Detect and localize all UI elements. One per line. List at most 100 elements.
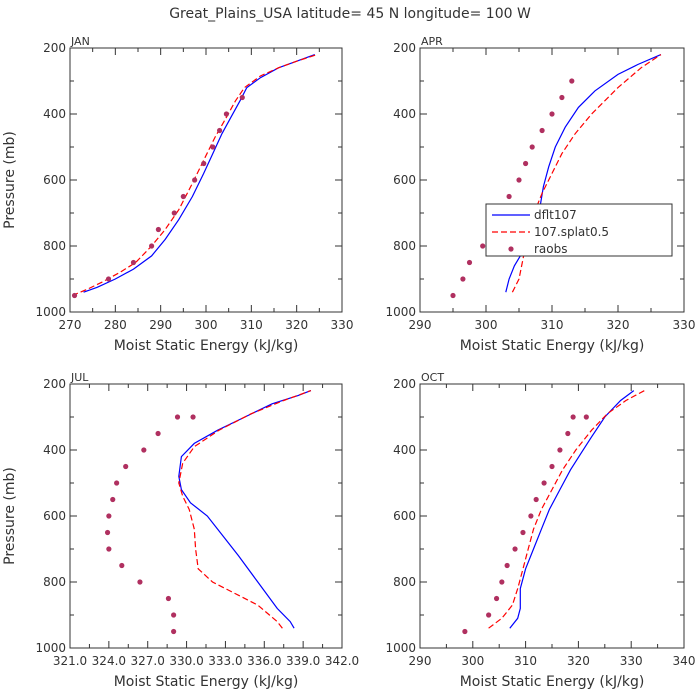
panel-apr: APR 290 300 310 320 330 200 400 600 800 1000 Moist … <box>385 35 695 354</box>
raobs-point <box>119 562 125 569</box>
series-splat-line <box>178 390 312 629</box>
y-tick-label: 200 <box>43 377 66 391</box>
raobs-point <box>557 447 563 453</box>
raobs-point <box>110 496 116 503</box>
panel-jul: JUL 321.0 324.0 327.0 330.0 333.0 336.0 339.0 34… <box>2 371 359 690</box>
raobs-point <box>192 177 198 183</box>
x-tick-label: 300 <box>195 318 218 332</box>
y-tick-label: 600 <box>393 509 416 523</box>
panel-title: JAN <box>70 35 90 48</box>
x-tick-label: 270 <box>59 318 82 332</box>
raobs-point <box>539 127 545 134</box>
raobs-point <box>462 628 468 635</box>
raobs-point <box>533 496 539 503</box>
raobs-point <box>239 94 245 101</box>
raobs-point <box>512 546 518 552</box>
y-tick-label: 600 <box>43 509 66 523</box>
raobs-point <box>570 414 576 420</box>
raobs-point <box>223 111 229 117</box>
legend-label-splat: 107.splat0.5 <box>534 225 609 239</box>
x-tick-label: 310 <box>240 318 263 332</box>
x-tick-label: 340 <box>673 654 696 668</box>
x-tick-label: 330 <box>331 318 354 332</box>
panel-jan: JAN 270 280 290 300 310 320 330 200 400 600 800 1000… <box>2 35 353 354</box>
x-tick-label: 336.0 <box>247 654 281 668</box>
y-tick-label: 1000 <box>35 305 66 319</box>
x-tick-label: 330 <box>620 654 643 668</box>
raobs-point <box>171 612 177 618</box>
raobs-point <box>549 463 555 470</box>
figure-title: Great_Plains_USA latitude= 45 N longitud… <box>169 6 531 22</box>
legend-swatch-raobs <box>508 246 514 252</box>
raobs-point <box>171 628 177 635</box>
x-tick-label: 327.0 <box>131 654 165 668</box>
raobs-point <box>137 579 143 585</box>
legend-box <box>485 203 673 257</box>
raobs-point <box>105 276 112 282</box>
y-tick-label: 1000 <box>35 641 66 655</box>
raobs-point <box>180 193 186 200</box>
raobs-point <box>71 292 78 299</box>
y-tick-label: 400 <box>393 107 416 121</box>
legend: dflt107 107.splat0.5 raobs <box>485 203 673 257</box>
y-tick-label: 600 <box>393 173 416 187</box>
x-tick-label: 290 <box>409 318 432 332</box>
raobs-point <box>559 94 565 101</box>
y-tick-label: 400 <box>393 443 416 457</box>
series-splat-line <box>488 390 645 629</box>
raobs-point <box>528 513 534 519</box>
x-tick-label: 324.0 <box>92 654 126 668</box>
legend-label-dflt107: dflt107 <box>534 208 577 222</box>
raobs-point <box>529 144 535 150</box>
x-tick-label: 310 <box>541 318 564 332</box>
raobs-point <box>171 210 177 216</box>
x-axis-title: Moist Static Energy (kJ/kg) <box>460 338 645 354</box>
raobs-point <box>450 292 456 299</box>
series-splat-line <box>72 54 318 297</box>
raobs-point <box>460 276 466 282</box>
x-tick-label: 320 <box>607 318 630 332</box>
raobs-point <box>466 259 473 266</box>
x-tick-label: 290 <box>149 318 172 332</box>
x-tick-label: 280 <box>104 318 127 332</box>
raobs-point <box>190 414 196 420</box>
panel-title: JUL <box>70 371 89 384</box>
x-axis-title: Moist Static Energy (kJ/kg) <box>114 338 299 354</box>
y-tick-label: 600 <box>43 173 66 187</box>
raobs-point <box>141 447 147 453</box>
y-axis-title: Pressure (mb) <box>2 131 18 229</box>
x-tick-label: 330.0 <box>169 654 203 668</box>
panel-title: OCT <box>421 371 444 384</box>
raobs-point <box>155 226 161 233</box>
y-tick-label: 800 <box>393 575 416 589</box>
raobs-point <box>583 414 589 420</box>
legend-label-raobs: raobs <box>534 242 568 256</box>
raobs-point <box>155 430 161 437</box>
x-axis-title: Moist Static Energy (kJ/kg) <box>114 674 299 690</box>
raobs-point <box>516 177 522 183</box>
raobs-point <box>165 595 172 602</box>
raobs-point <box>217 127 223 134</box>
panel-title: APR <box>421 35 443 48</box>
panel-oct: OCT 290 300 310 320 330 340 200 400 600 800 1000 Moi… <box>385 371 695 690</box>
series-dflt107-line <box>505 54 662 293</box>
y-tick-label: 400 <box>43 107 66 121</box>
raobs-point <box>520 529 526 536</box>
x-tick-label: 333.0 <box>208 654 242 668</box>
y-tick-label: 1000 <box>385 305 416 319</box>
raobs-point <box>114 480 120 486</box>
series-dflt107-line <box>83 54 316 293</box>
raobs-point <box>504 562 510 569</box>
y-tick-label: 800 <box>43 239 66 253</box>
raobs-point <box>486 612 492 618</box>
x-tick-label: 330 <box>673 318 696 332</box>
plot-frame <box>419 383 685 649</box>
raobs-point <box>104 529 111 536</box>
x-tick-label: 342.0 <box>325 654 359 668</box>
plot-frame <box>69 47 343 313</box>
raobs-point <box>569 78 575 84</box>
raobs-point <box>499 579 505 585</box>
plot-frame <box>419 47 685 313</box>
x-tick-label: 300 <box>475 318 498 332</box>
